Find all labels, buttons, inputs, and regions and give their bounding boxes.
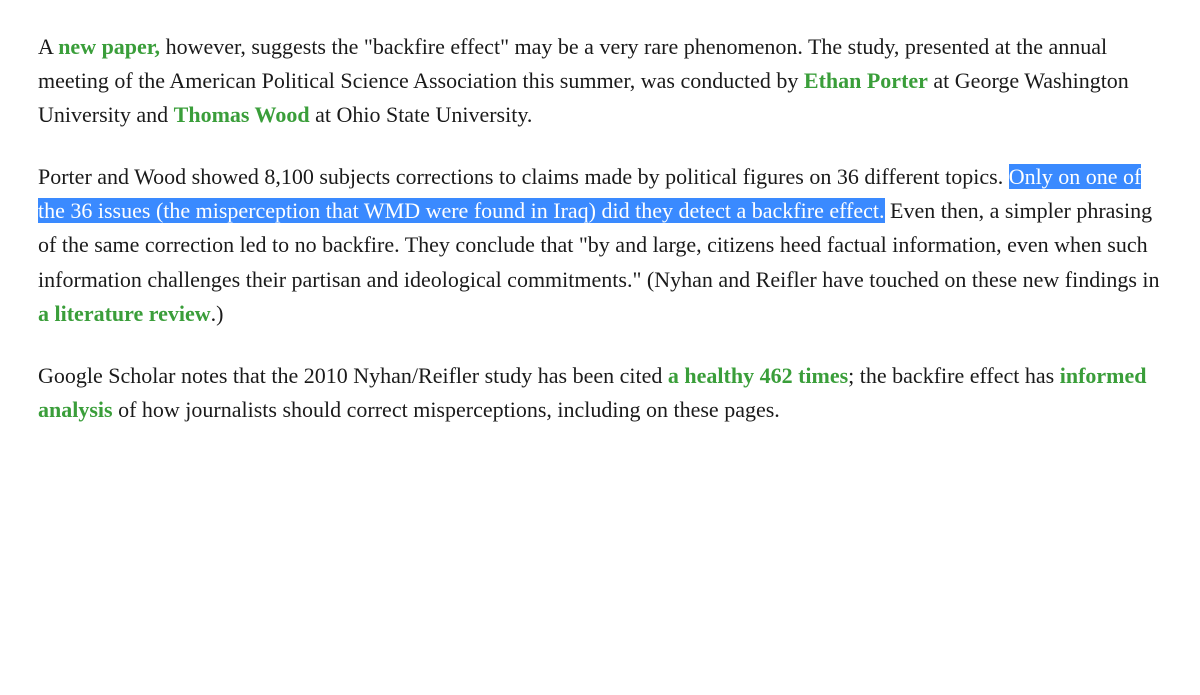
text: of how journalists should correct misper… — [113, 397, 780, 422]
text: ; the backfire effect has — [848, 363, 1060, 388]
paragraph-1: A new paper, however, suggests the "back… — [38, 30, 1162, 132]
paragraph-3: Google Scholar notes that the 2010 Nyhan… — [38, 359, 1162, 427]
paragraph-2: Porter and Wood showed 8,100 subjects co… — [38, 160, 1162, 330]
link-new-paper[interactable]: new paper, — [58, 34, 160, 59]
link-ethan-porter[interactable]: Ethan Porter — [804, 68, 928, 93]
text: at Ohio State University. — [310, 102, 533, 127]
text: Porter and Wood showed 8,100 subjects co… — [38, 164, 1009, 189]
text: .) — [211, 301, 224, 326]
text: Google Scholar notes that the 2010 Nyhan… — [38, 363, 668, 388]
link-cited-462[interactable]: a healthy 462 times — [668, 363, 848, 388]
text: A — [38, 34, 58, 59]
link-literature-review[interactable]: a literature review — [38, 301, 211, 326]
link-thomas-wood[interactable]: Thomas Wood — [174, 102, 310, 127]
